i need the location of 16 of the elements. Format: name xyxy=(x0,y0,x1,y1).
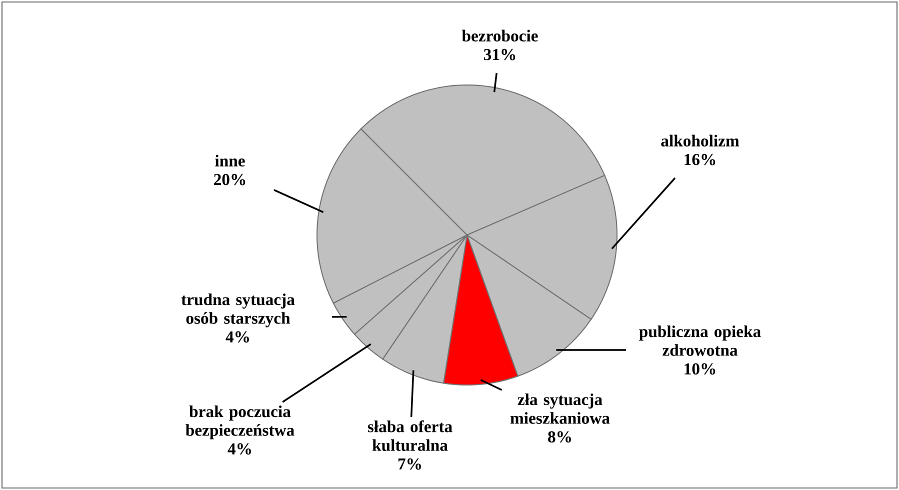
slice-label: inne xyxy=(215,154,245,166)
data-label: 10% xyxy=(684,363,716,375)
slice-label: zła sytuacja mieszkaniowa xyxy=(510,393,610,424)
slice-label: brak poczucia bezpieczeństwa xyxy=(186,405,294,440)
slice-label: trudna sytuacja osób starszych xyxy=(181,293,295,328)
slice-label: bezrobocie xyxy=(462,30,538,42)
slice-label: alkoholizm xyxy=(661,134,740,147)
data-label: 20% xyxy=(214,174,246,186)
data-label: 4% xyxy=(228,443,251,455)
slice-label: słaba oferta kulturalna xyxy=(368,420,452,451)
data-label: 8% xyxy=(548,431,571,443)
data-label: 16% xyxy=(684,154,716,166)
data-label: 7% xyxy=(398,458,421,470)
slice-label: publiczna opieka zdrowotna xyxy=(639,325,761,356)
data-label: 31% xyxy=(484,48,516,60)
data-label: 4% xyxy=(226,331,249,343)
